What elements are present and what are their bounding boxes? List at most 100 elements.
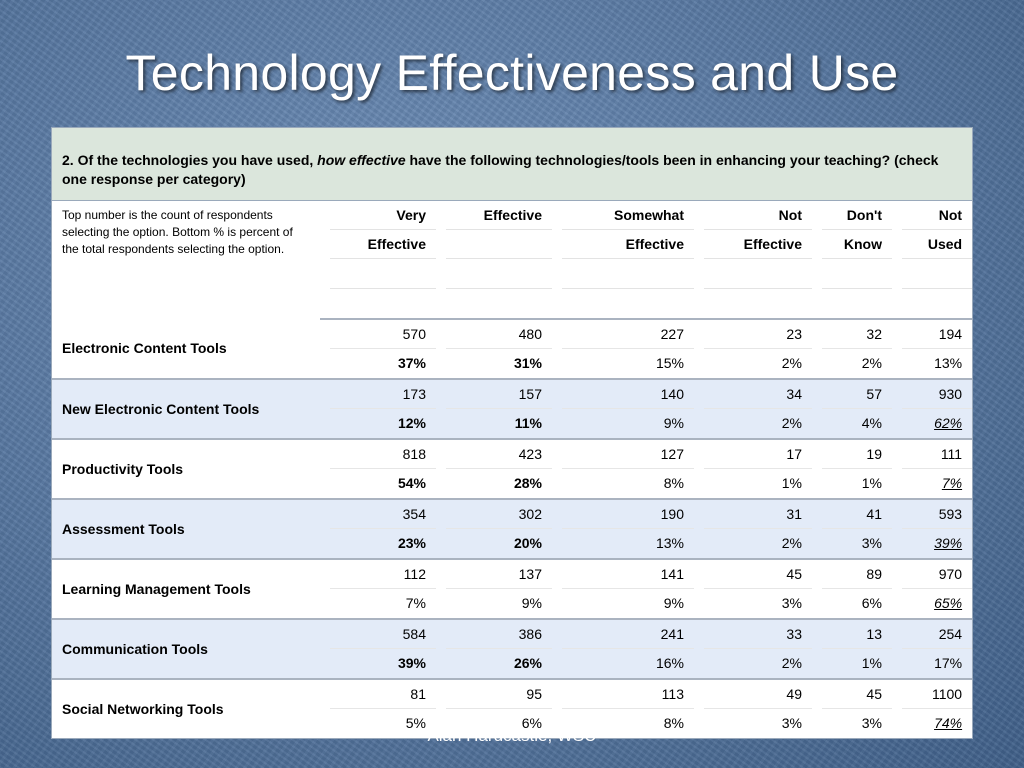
table-row: 12% 11% 9% 2% 4% 62% bbox=[52, 408, 973, 440]
row-label: Social Networking Tools bbox=[62, 700, 224, 717]
count-cell: 19 bbox=[822, 438, 892, 469]
count-cell: 13 bbox=[822, 618, 892, 649]
count-cell: 818 bbox=[330, 438, 436, 469]
percent-cell: 15% bbox=[562, 348, 694, 380]
count-cell: 241 bbox=[562, 618, 694, 649]
count-cell: 23 bbox=[704, 318, 812, 349]
table-row: 39% 26% 16% 2% 1% 17% bbox=[52, 648, 973, 680]
row-label: Communication Tools bbox=[52, 618, 320, 680]
percent-cell: 9% bbox=[562, 408, 694, 440]
question-prefix: 2. Of the technologies you have used, bbox=[62, 152, 318, 169]
count-cell: 17 bbox=[704, 438, 812, 469]
percent-cell: 13% bbox=[562, 528, 694, 560]
table-row: New Electronic Content Tools 173 157 140 34 5… bbox=[52, 378, 973, 440]
question-emphasis: how effective bbox=[317, 152, 406, 169]
count-cell: 32 bbox=[822, 318, 892, 349]
row-label: New Electronic Content Tools bbox=[52, 378, 320, 440]
percent-cell: 5% bbox=[405, 715, 426, 731]
percent-cell: 74% bbox=[902, 708, 972, 738]
percent-cell: 65% bbox=[902, 588, 973, 620]
percent-cell: 2% bbox=[822, 348, 892, 380]
count-cell: 112 bbox=[330, 558, 436, 589]
count-cell: 157 bbox=[446, 378, 552, 409]
percent-cell: 31% bbox=[446, 348, 552, 380]
table-row: Learning Management Tools 112 137 141 45 89 97… bbox=[52, 558, 973, 620]
percent-cell: 17% bbox=[902, 648, 973, 680]
count-cell: 227 bbox=[562, 318, 694, 349]
table-row: Social Networking Tools 81 95 113 49 45 1100 bbox=[52, 678, 973, 717]
count-cell: 194 bbox=[902, 318, 973, 349]
survey-table: 2. Of the technologies you have used, ho… bbox=[51, 127, 973, 739]
count-cell: 41 bbox=[822, 498, 892, 529]
count-cell: 45 bbox=[704, 558, 812, 589]
table-row: 37% 31% 15% 2% 2% 13% bbox=[52, 348, 973, 380]
percent-cell: 9% bbox=[562, 588, 694, 620]
table-row: Electronic Content Tools 570 480 227 23 32 194 bbox=[52, 318, 973, 380]
count-cell: 970 bbox=[902, 558, 973, 589]
percent-value: 62% bbox=[934, 415, 963, 431]
percent-cell: 8% bbox=[562, 468, 694, 500]
table-row: Productivity Tools 818 423 127 17 19 111 bbox=[52, 438, 973, 500]
percent-cell: 23% bbox=[330, 528, 436, 560]
table-row: 5% 6% 8% 3% 3% 74% bbox=[52, 708, 972, 738]
percent-value: 39% bbox=[934, 535, 963, 551]
percent-cell: 13% bbox=[902, 348, 973, 380]
percent-cell: 9% bbox=[446, 588, 552, 620]
count-cell: 81 bbox=[330, 678, 436, 709]
table-row: Assessment Tools 354 302 190 31 41 593 bbox=[52, 498, 973, 560]
percent-cell: 2% bbox=[704, 408, 812, 440]
question-suffix: have the following technologies/tools be… bbox=[62, 152, 939, 188]
question-text: 2. Of the technologies you have used, ho… bbox=[52, 128, 973, 201]
column-header-very-effective: Very bbox=[330, 200, 436, 230]
count-cell: 593 bbox=[902, 498, 973, 529]
column-header-not-effective: Not bbox=[704, 200, 812, 230]
percent-cell: 8% bbox=[663, 715, 684, 731]
percent-cell: 37% bbox=[330, 348, 436, 380]
count-cell: 173 bbox=[330, 378, 436, 409]
percent-cell: 1% bbox=[822, 468, 892, 500]
percent-cell: 54% bbox=[330, 468, 436, 500]
count-cell: 570 bbox=[330, 318, 436, 349]
table-row: 7% 9% 9% 3% 6% 65% bbox=[52, 588, 973, 620]
percent-cell: 62% bbox=[902, 408, 973, 440]
count-cell: 45 bbox=[822, 678, 892, 709]
percent-cell: 3% bbox=[704, 588, 812, 620]
table-row: Communication Tools 584 386 241 33 13 254 bbox=[52, 618, 973, 680]
count-cell: 423 bbox=[446, 438, 552, 469]
column-header-not-used-line2: Used bbox=[902, 229, 973, 259]
percent-cell: 39% bbox=[902, 528, 973, 560]
percent-cell: 26% bbox=[446, 648, 552, 680]
column-header-effective: Effective bbox=[446, 200, 552, 230]
footer-credit: Alan Hardcastle, WSU bbox=[427, 726, 597, 745]
percent-value: 7% bbox=[941, 475, 963, 491]
slide-title: Technology Effectiveness and Use bbox=[125, 45, 899, 101]
count-cell: 113 bbox=[562, 678, 694, 709]
row-label: Electronic Content Tools bbox=[52, 318, 320, 380]
percent-cell: 3% bbox=[781, 715, 802, 731]
count-cell: 140 bbox=[562, 378, 694, 409]
count-cell: 584 bbox=[330, 618, 436, 649]
count-cell: 190 bbox=[562, 498, 694, 529]
percent-cell: 2% bbox=[704, 528, 812, 560]
column-header-dont-know: Don't bbox=[822, 200, 892, 230]
percent-cell: 11% bbox=[446, 408, 552, 440]
percent-value: 74% bbox=[934, 715, 963, 731]
percent-cell: 3% bbox=[861, 715, 882, 731]
percent-cell: 2% bbox=[704, 348, 812, 380]
column-header-effective-line2 bbox=[446, 229, 552, 259]
count-cell: 89 bbox=[822, 558, 892, 589]
percent-cell: 4% bbox=[822, 408, 892, 440]
row-label: Learning Management Tools bbox=[52, 558, 320, 620]
count-cell: 386 bbox=[446, 618, 552, 649]
count-cell: 34 bbox=[704, 378, 812, 409]
percent-cell: 1% bbox=[822, 648, 892, 680]
percent-cell: 7% bbox=[330, 588, 436, 620]
count-cell: 141 bbox=[562, 558, 694, 589]
count-cell: 111 bbox=[902, 438, 973, 469]
count-cell: 254 bbox=[902, 618, 973, 649]
percent-cell: 6% bbox=[521, 715, 542, 731]
table-note: Top number is the count of respondents s… bbox=[62, 207, 293, 256]
count-cell: 95 bbox=[446, 678, 552, 709]
row-label: Assessment Tools bbox=[52, 498, 320, 560]
table-row: 54% 28% 8% 1% 1% 7% bbox=[52, 468, 973, 500]
